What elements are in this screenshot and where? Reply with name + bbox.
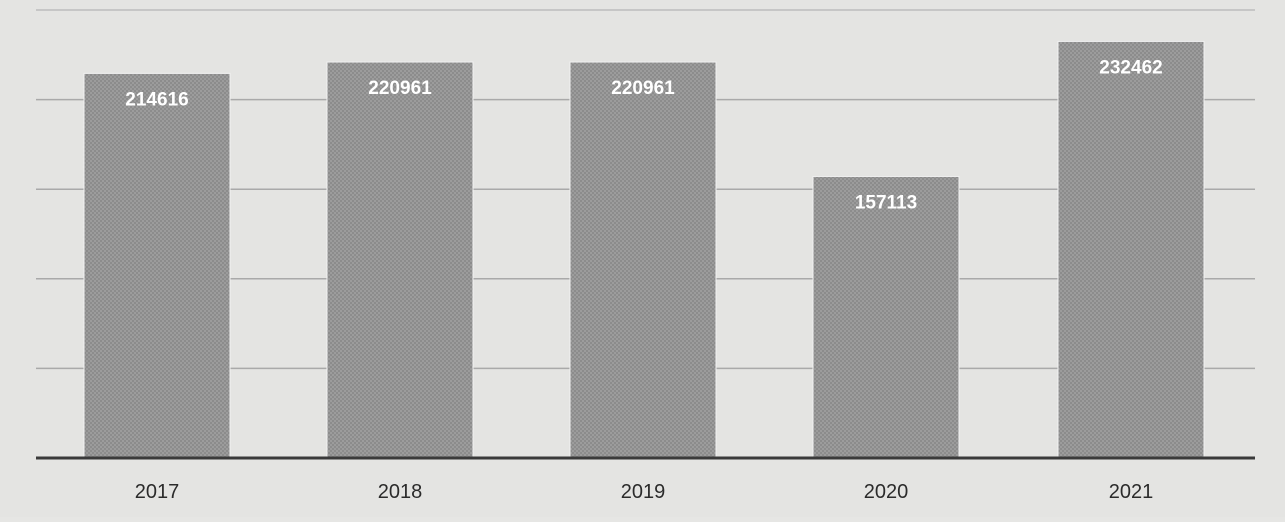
data-label-2021: 232462 — [1099, 57, 1162, 78]
bar-2017 — [83, 72, 231, 459]
data-label-2017: 214616 — [125, 89, 188, 110]
x-tick-label-2018: 2018 — [378, 481, 423, 503]
data-labels: 214616 220961 220961 157113 232462 — [125, 57, 1162, 213]
data-label-2020: 157113 — [855, 192, 917, 213]
x-tick-label-2021: 2021 — [1109, 481, 1154, 503]
bar-2021 — [1057, 40, 1205, 459]
data-label-2019: 220961 — [611, 78, 675, 99]
bar-2020 — [812, 175, 960, 459]
bar-2018 — [326, 61, 474, 459]
x-tick-labels: 2017 2018 2019 2020 2021 — [135, 481, 1154, 503]
x-tick-label-2019: 2019 — [621, 481, 666, 503]
x-tick-label-2020: 2020 — [864, 481, 909, 503]
data-label-2018: 220961 — [368, 78, 432, 99]
bar-2019 — [569, 61, 717, 459]
x-tick-label-2017: 2017 — [135, 481, 180, 503]
bars — [83, 40, 1205, 459]
